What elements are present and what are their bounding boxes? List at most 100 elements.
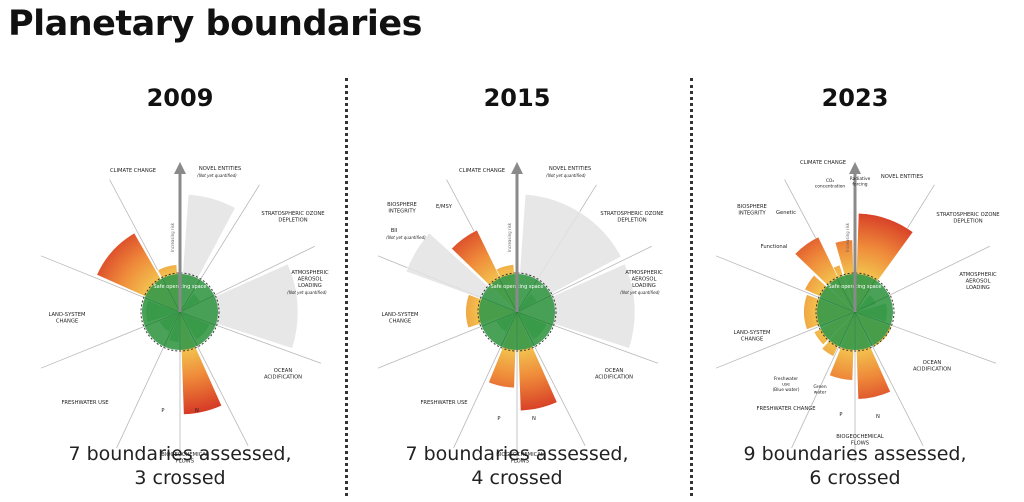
year-heading: 2015: [483, 84, 551, 112]
label-novel-entities: NOVEL ENTITIES: [199, 166, 241, 172]
disc-line: [836, 278, 856, 313]
label-nitrogen: N: [876, 414, 880, 420]
label-aerosol-loading: ATMOSPHERIC AEROSOL LOADING: [959, 272, 997, 291]
label-radiative-forcing: Radiative forcing: [850, 176, 871, 188]
risk-axis-arrow-icon: [849, 162, 861, 174]
panel-2023: 2023 Safe operating space Increasing risk…: [690, 82, 1020, 498]
label-biogeochemical-flows: BIOGEOCHEMICAL FLOWS: [496, 452, 544, 465]
label-freshwater-use: FRESHWATER USE: [61, 400, 108, 406]
label-land-system-change: LAND-SYSTEM CHANGE: [734, 330, 771, 343]
disc-line: [179, 311, 198, 346]
label-emsy: E/MSY: [436, 204, 453, 210]
disc-line: [854, 311, 891, 326]
disc-line: [163, 311, 181, 347]
label-biogeochemical-flows: BIOGEOCHEMICAL FLOWS: [836, 434, 884, 447]
caption: 9 boundaries assessed, 6 crossed: [690, 442, 1020, 490]
caption-line-1: 7 boundaries assessed,: [68, 443, 292, 465]
caption: 7 boundaries assessed, 4 crossed: [352, 442, 682, 490]
divider-left: [345, 78, 348, 496]
boundary-circle: [815, 272, 895, 352]
risk-axis-label: Increasing risk: [845, 222, 850, 252]
label-phosphorus: P: [161, 408, 164, 414]
disc-line: [516, 311, 535, 346]
panel-2009: 2009 Safe operating space Increasing risk…: [15, 82, 345, 498]
page-title: Planetary boundaries: [8, 4, 422, 44]
year-heading: 2023: [821, 84, 889, 112]
disc-line: [498, 278, 518, 313]
label-climate-change: CLIMATE CHANGE: [459, 168, 505, 174]
caption-line-2: 4 crossed: [471, 467, 563, 489]
disc-line: [838, 311, 856, 347]
label-land-system-change: LAND-SYSTEM CHANGE: [49, 312, 86, 325]
sector-novel: [516, 193, 622, 313]
disc-line: [500, 311, 518, 347]
caption-line-1: 7 boundaries assessed,: [405, 443, 629, 465]
disc-line: [516, 279, 538, 313]
label-land-system-change: LAND-SYSTEM CHANGE: [382, 312, 419, 325]
label-phosphorus: P: [497, 416, 500, 422]
caption-line-2: 6 crossed: [809, 467, 901, 489]
risk-axis-label: Increasing risk: [170, 222, 175, 252]
disc-line: [481, 297, 518, 313]
label-biosphere-integrity: BIOSPHERE INTEGRITY: [387, 202, 417, 215]
disc-line: [819, 311, 856, 327]
divider-right: [690, 78, 693, 496]
boundary-circle: [477, 272, 557, 352]
label-ozone-depletion: STRATOSPHERIC OZONE DEPLETION: [600, 211, 663, 224]
label-novel-entities: NOVEL ENTITIES: [881, 174, 923, 180]
disc-line: [819, 297, 856, 313]
label-biosphere-integrity: BIOSPHERE INTEGRITY: [737, 204, 767, 217]
label-ocean-acidification: OCEAN ACIDIFICATION: [264, 368, 302, 381]
disc-line: [854, 295, 890, 313]
label-aerosol-loading: ATMOSPHERIC AEROSOL LOADING: [625, 270, 663, 289]
caption-line-1: 9 boundaries assessed,: [743, 443, 967, 465]
year-heading: 2009: [146, 84, 214, 112]
label-nitrogen: N: [195, 408, 199, 414]
caption: 7 boundaries assessed, 3 crossed: [15, 442, 345, 490]
label-climate-change: CLIMATE CHANGE: [800, 160, 846, 166]
label-novel-entities: NOVEL ENTITIES: [549, 166, 591, 172]
boundary-circle: [140, 272, 220, 352]
label-phosphorus: P: [839, 412, 842, 418]
label-bii: BII: [391, 228, 398, 234]
disc-line: [144, 297, 181, 313]
label-novel-note: (Not yet quantified): [197, 173, 237, 178]
label-climate-change: CLIMATE CHANGE: [110, 168, 156, 174]
label-ozone-depletion: STRATOSPHERIC OZONE DEPLETION: [261, 211, 324, 224]
label-functional: Functional: [761, 244, 788, 250]
disc-line: [481, 311, 518, 327]
label-aerosol-note: (Not yet quantified): [287, 290, 327, 295]
panel-2015: 2015 Safe operating space Increasing risk…: [352, 82, 682, 498]
label-green-water: Green water: [813, 384, 827, 396]
label-freshwater-use: FRESHWATER USE: [420, 400, 467, 406]
risk-axis-arrow-icon: [511, 162, 523, 174]
sector-aerosol: [516, 263, 636, 349]
disc-line: [161, 278, 181, 313]
label-biogeochemical-flows: BIOGEOCHEMICAL FLOWS: [161, 452, 209, 465]
disc-line: [179, 311, 216, 326]
label-freshwater-change: FRESHWATER CHANGE: [757, 406, 816, 412]
disc-line: [144, 311, 181, 327]
disc-line: [179, 279, 201, 313]
label-aerosol-note: (Not yet quantified): [620, 290, 660, 295]
sector-aerosol: [179, 263, 299, 349]
disc-line: [854, 279, 876, 313]
disc-line: [179, 295, 215, 313]
label-ozone-depletion: STRATOSPHERIC OZONE DEPLETION: [936, 212, 999, 225]
label-genetic: Genetic: [776, 210, 796, 216]
label-ocean-acidification: OCEAN ACIDIFICATION: [913, 360, 951, 373]
label-bii-note: (Not yet quantified): [386, 235, 426, 240]
label-biosphere-integrity: BIOSPHERE INTEGRITY: [76, 224, 106, 237]
label-ocean-acidification: OCEAN ACIDIFICATION: [595, 368, 633, 381]
label-blue-water: Freshwater use (Blue water): [772, 376, 799, 393]
disc-line: [516, 311, 553, 326]
caption-line-2: 3 crossed: [134, 467, 226, 489]
label-aerosol-loading: ATMOSPHERIC AEROSOL LOADING: [291, 270, 329, 289]
label-novel-note: (Not yet quantified): [546, 173, 586, 178]
label-co2-concentration: CO₂ concentration: [815, 178, 846, 190]
risk-axis-label: Increasing risk: [507, 222, 512, 252]
disc-line: [854, 311, 873, 346]
